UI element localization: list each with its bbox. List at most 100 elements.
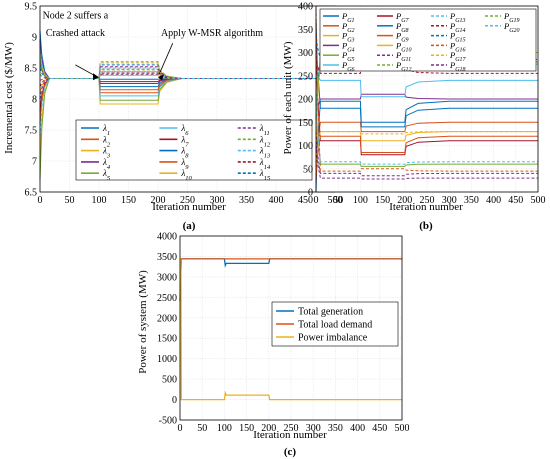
panel-label-c: (c): [284, 446, 297, 458]
legend-label-b: PG19: [503, 11, 520, 24]
y-tick-label-a: 8: [32, 95, 37, 106]
series-line-c: [180, 258, 402, 401]
x-tick-label-c: 0: [178, 423, 183, 434]
x-tick-label-a: 150: [121, 195, 136, 206]
y-tick-label-b: 0: [308, 188, 313, 199]
y-tick-label-b: 250: [298, 71, 313, 82]
x-tick-label-c: 400: [350, 423, 365, 434]
plot-frame-b: [315, 5, 539, 193]
legend-label-b: PG16: [449, 40, 466, 53]
x-tick-label-a: 200: [151, 195, 166, 206]
annotation-arrowhead-wmsr: [158, 74, 164, 81]
chart-panel-c: Power of system (MW) Iteration number (c…: [137, 232, 410, 459]
x-tick-label-a: 50: [65, 195, 75, 206]
legend-label-a: λ7: [180, 134, 189, 148]
legend-label-b: PG11: [395, 50, 411, 63]
legend-label-b: PG18: [449, 60, 466, 73]
legend-label-b: PG13: [449, 11, 466, 24]
y-axis-label-b: Power of each unit (MW): [282, 41, 294, 154]
legend-label-a: λ2: [102, 134, 111, 148]
panel-label-a: (a): [183, 220, 196, 232]
x-tick-label-b: 300: [442, 195, 457, 206]
series-line-a: [39, 71, 335, 137]
y-tick-label-c: 0: [172, 395, 177, 406]
y-tick-label-c: 2500: [157, 293, 177, 304]
legend-label-b: PG12: [395, 60, 412, 73]
legend-label-b: PG1: [341, 11, 355, 24]
y-tick-label-a: 6.5: [25, 188, 38, 199]
series-line-b: [315, 8, 538, 172]
y-tick-label-c: 2000: [157, 313, 177, 324]
y-tick-label-a: 7.5: [25, 126, 38, 137]
y-tick-label-b: 300: [298, 48, 313, 59]
x-tick-label-c: 250: [284, 423, 299, 434]
y-tick-label-a: 8.5: [25, 64, 38, 75]
x-tick-label-b: 200: [397, 195, 412, 206]
series-line-b: [315, 131, 538, 177]
x-tick-label-a: 400: [269, 195, 284, 206]
x-tick-label-b: 150: [375, 195, 390, 206]
x-tick-label-a: 300: [210, 195, 225, 206]
y-tick-label-b: 100: [298, 141, 313, 152]
y-tick-label-c: 3000: [157, 272, 177, 283]
annotation-attack-line2: Crashed attack: [46, 28, 105, 39]
x-tick-label-b: 500: [531, 195, 546, 206]
y-tick-label-c: 4000: [157, 232, 177, 243]
legend-label-a: λ9: [180, 157, 189, 171]
chart-panel-a: Incremental cost ($/MW) Iteration number…: [3, 2, 349, 233]
x-tick-label-a: 0: [38, 195, 43, 206]
legend-label-c: Total generation: [298, 307, 363, 318]
y-tick-label-b: 50: [303, 164, 313, 175]
series-line-b: [315, 95, 538, 165]
y-tick-label-b: 350: [298, 25, 313, 36]
x-tick-label-b: 450: [508, 195, 523, 206]
legend-label-b: PG9: [395, 31, 409, 44]
y-tick-label-b: 200: [298, 95, 313, 106]
x-tick-label-b: 100: [353, 195, 368, 206]
legend-label-a: λ15: [259, 168, 271, 182]
y-axis-label-a: Incremental cost ($/MW): [3, 42, 15, 154]
series-line-a: [39, 66, 335, 100]
x-tick-label-c: 450: [372, 423, 387, 434]
x-axis-label-b: Iteration number: [389, 201, 463, 213]
legend-label-a: λ14: [259, 157, 271, 171]
legend-label-b: PG6: [341, 60, 355, 73]
x-tick-label-c: 350: [328, 423, 343, 434]
legend-label-b: PG20: [503, 21, 520, 34]
legend-label-a: λ10: [180, 168, 192, 182]
x-tick-label-a: 250: [180, 195, 195, 206]
annotation-attack-line1: Node 2 suffers a: [43, 10, 109, 21]
x-tick-label-c: 150: [239, 423, 254, 434]
y-tick-label-b: 400: [298, 2, 313, 13]
legend-label-b: PG2: [341, 21, 355, 34]
x-tick-label-c: 50: [197, 423, 207, 434]
x-tick-label-a: 100: [92, 195, 107, 206]
legend-label-a: λ1: [102, 123, 110, 137]
x-tick-label-c: 500: [395, 423, 410, 434]
y-tick-label-c: 1500: [157, 334, 177, 345]
legend-label-a: λ8: [180, 146, 189, 160]
y-axis-label-c: Power of system (MW): [137, 270, 149, 374]
y-tick-label-b: 150: [298, 118, 313, 129]
chart-panel-b: Power of each unit (MW) Iteration number…: [282, 2, 546, 233]
panel-label-b: (b): [419, 220, 433, 232]
x-tick-label-b: 50: [333, 195, 343, 206]
series-line-a: [39, 72, 335, 87]
legend-label-a: λ12: [259, 134, 271, 148]
y-tick-label-a: 9: [32, 33, 37, 44]
legend-label-b: PG5: [341, 50, 355, 63]
legend-label-b: PG3: [341, 31, 355, 44]
legend-label-b: PG17: [449, 50, 467, 63]
x-tick-label-b: 350: [464, 195, 479, 206]
x-tick-label-a: 350: [239, 195, 254, 206]
series-line-b: [315, 93, 538, 119]
x-tick-label-c: 200: [261, 423, 276, 434]
legend-label-b: PG15: [449, 31, 466, 44]
legend-label-a: λ11: [259, 123, 270, 137]
legend-label-c: Power imbalance: [298, 333, 368, 344]
legend-label-a: λ4: [102, 157, 111, 171]
annotation-arrow-wmsr: [158, 43, 174, 75]
annotation-arrowhead-attack: [93, 73, 99, 81]
legend-label-b: PG14: [449, 21, 466, 34]
legend-label-b: PG7: [395, 11, 410, 24]
